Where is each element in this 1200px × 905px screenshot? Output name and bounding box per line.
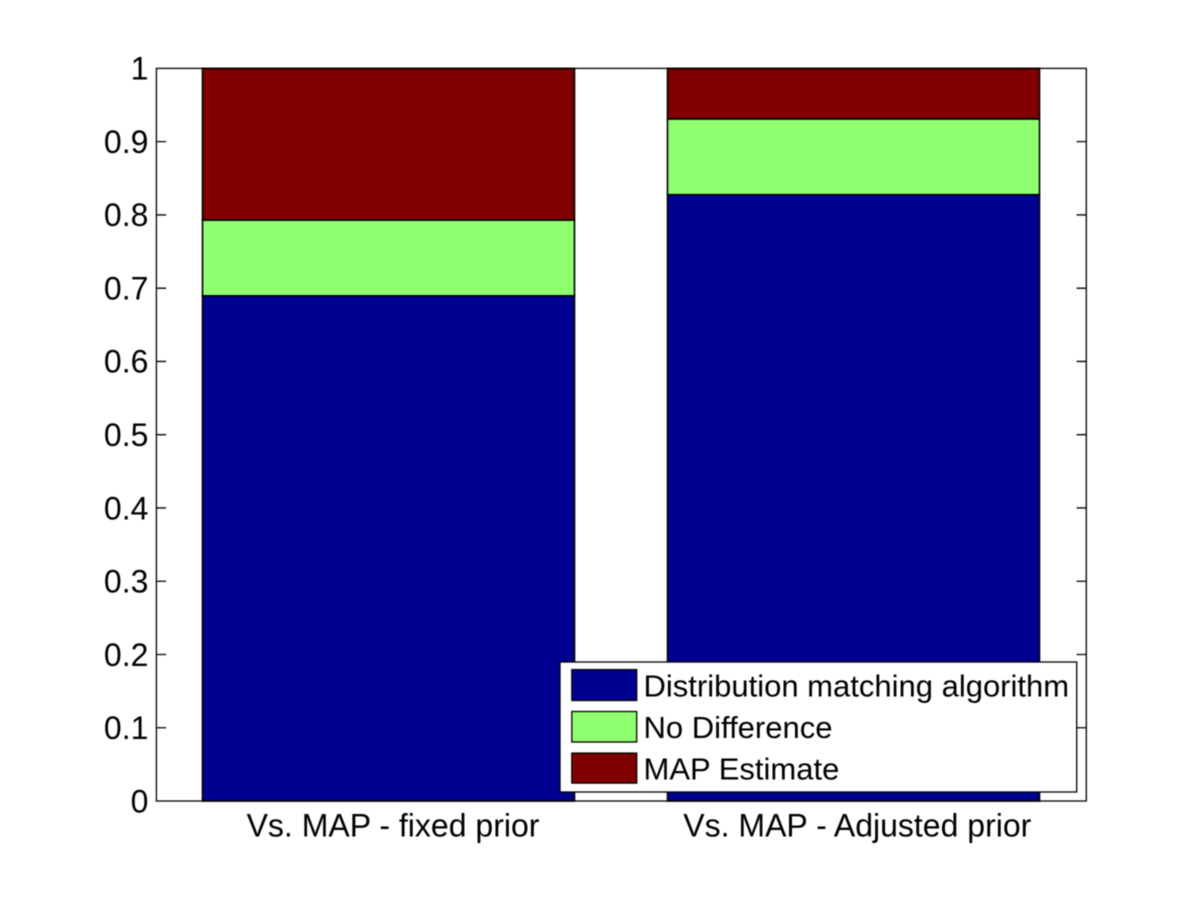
svg-text:0.7: 0.7	[104, 271, 148, 307]
svg-text:0.2: 0.2	[104, 637, 148, 673]
svg-text:0.3: 0.3	[104, 564, 148, 600]
svg-text:0.6: 0.6	[104, 344, 148, 380]
svg-text:Vs. MAP - fixed prior: Vs. MAP - fixed prior	[247, 808, 540, 844]
svg-text:0: 0	[131, 783, 149, 819]
svg-text:0.9: 0.9	[104, 124, 148, 160]
svg-text:0.4: 0.4	[104, 490, 148, 526]
svg-text:Distribution matching algorith: Distribution matching algorithm	[644, 668, 1070, 703]
svg-text:Vs. MAP - Adjusted prior: Vs. MAP - Adjusted prior	[683, 808, 1031, 844]
svg-text:0.5: 0.5	[104, 417, 148, 453]
svg-text:MAP Estimate: MAP Estimate	[644, 751, 840, 786]
svg-text:0.1: 0.1	[104, 710, 148, 746]
svg-text:0.8: 0.8	[104, 197, 148, 233]
svg-text:1: 1	[131, 51, 149, 87]
svg-text:No Difference: No Difference	[644, 710, 833, 745]
